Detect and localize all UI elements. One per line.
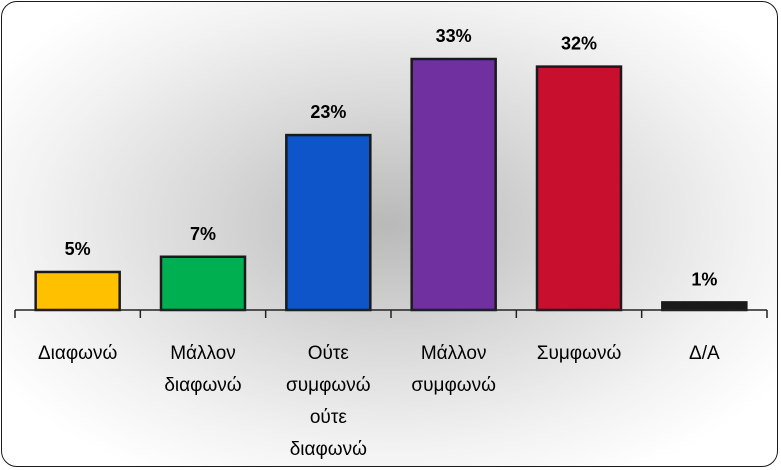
category-label-2-line-0: Ούτε — [308, 343, 350, 364]
bar-5 — [661, 301, 748, 312]
data-label-1: 7% — [190, 224, 216, 244]
data-label-4: 32% — [561, 34, 597, 54]
data-label-3: 33% — [436, 26, 472, 46]
labels-layer: 5% Διαφωνώ 7% Μάλλον διαφωνώ 23% Ούτε συμφωνώ ού… — [38, 26, 720, 460]
category-label-3-line-0: Μάλλον — [421, 343, 487, 364]
category-label-2-line-1: συμφωνώ — [286, 375, 371, 396]
bar-1 — [159, 255, 247, 312]
category-label-3-line-1: συμφωνώ — [411, 375, 496, 396]
data-label-0: 5% — [65, 239, 91, 259]
data-label-5: 1% — [691, 269, 717, 289]
bar-4 — [535, 65, 623, 312]
bar-3 — [410, 57, 497, 312]
category-label-1-line-0: Μάλλον — [170, 343, 236, 364]
bar-0 — [34, 270, 121, 312]
category-label-0-line-0: Διαφωνώ — [38, 343, 118, 364]
data-label-2: 23% — [310, 102, 346, 122]
category-label-2-line-3: διαφωνώ — [290, 439, 367, 460]
category-label-1-line-1: διαφωνώ — [164, 375, 241, 396]
bar-2 — [285, 133, 372, 312]
category-label-2-line-2: ούτε — [310, 407, 347, 428]
category-label-4-line-0: Συμφωνώ — [537, 343, 622, 364]
category-label-5-line-0: Δ/Α — [689, 343, 720, 364]
x-axis — [14, 309, 768, 318]
bars-layer — [34, 57, 748, 312]
